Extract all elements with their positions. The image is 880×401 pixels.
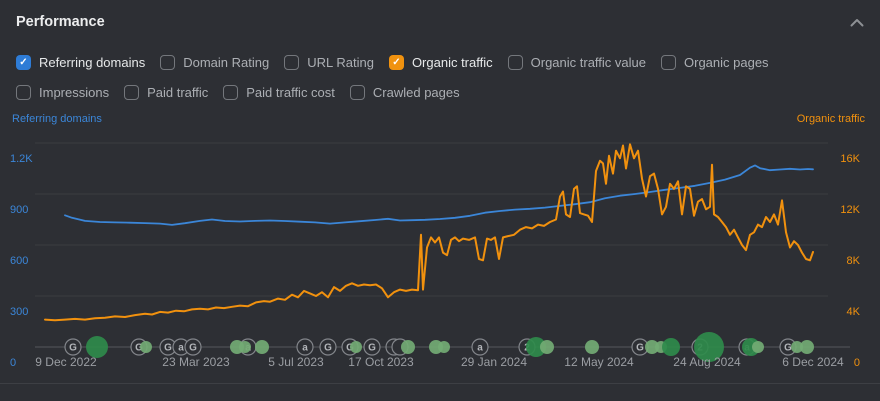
metric-label-domain-rating: Domain Rating (183, 55, 270, 70)
x-date-label: 29 Jan 2024 (461, 355, 527, 369)
x-date-label: 5 Jul 2023 (268, 355, 324, 369)
left-tick-label: 300 (10, 306, 28, 318)
timeline-marker-green[interactable] (540, 340, 554, 354)
metric-toggle-referring-domains[interactable]: ✓ Referring domains (16, 55, 145, 70)
axis-headers: Referring domains Organic traffic (12, 113, 865, 125)
timeline-marker-green[interactable] (255, 340, 269, 354)
timeline-marker-green[interactable] (526, 337, 546, 357)
svg-text:G: G (324, 343, 332, 354)
timeline-marker-google[interactable]: G (64, 338, 82, 356)
metric-toggle-paid-traffic-cost[interactable]: Paid traffic cost (223, 85, 335, 100)
svg-text:G: G (164, 343, 172, 354)
panel-header: Performance (16, 12, 864, 32)
timeline-marker-google[interactable]: G (184, 338, 202, 356)
metric-toggle-domain-rating[interactable]: Domain Rating (160, 55, 269, 70)
left-tick-label: 1.2K (10, 153, 33, 165)
right-tick-label: 12K (840, 204, 860, 216)
metric-label-organic-traffic: Organic traffic (411, 55, 493, 70)
svg-text:a: a (302, 343, 308, 354)
left-tick-label: 0 (10, 357, 16, 369)
timeline-marker-green[interactable] (585, 340, 599, 354)
timeline-marker-green[interactable] (239, 341, 251, 353)
page-title: Performance (16, 14, 105, 30)
right-axis-label: Organic traffic (796, 113, 865, 125)
divider (0, 383, 880, 384)
timeline-marker-google[interactable]: G (159, 338, 177, 356)
timeline-marker-green[interactable] (350, 341, 362, 353)
metric-label-paid-traffic: Paid traffic (147, 85, 209, 100)
metric-toggle-organic-traffic[interactable]: ✓ Organic traffic (388, 55, 493, 70)
metric-label-impressions: Impressions (39, 85, 110, 100)
checkbox-paid-traffic-cost[interactable] (223, 85, 239, 100)
metric-toggle-crawled-pages[interactable]: Crawled pages (349, 85, 460, 100)
checkbox-organic-traffic[interactable]: ✓ (388, 55, 404, 70)
timeline-marker-green[interactable] (752, 341, 764, 353)
svg-text:G: G (636, 343, 644, 354)
left-axis-label: Referring domains (12, 113, 102, 125)
right-tick-label: 0 (854, 357, 860, 369)
referring-domains-line (64, 164, 814, 226)
metric-toggle-organic-pages[interactable]: Organic pages (661, 55, 769, 70)
checkbox-url-rating[interactable] (284, 55, 300, 70)
x-date-label: 23 Mar 2023 (162, 355, 230, 369)
right-tick-label: 8K (847, 255, 861, 267)
metric-toggles-row-1: ✓ Referring domains Domain Rating URL Ratin… (16, 54, 769, 71)
metric-toggles-row-2: Impressions Paid traffic Paid traffic cost… (16, 84, 460, 101)
x-date-label: 9 Dec 2022 (35, 355, 97, 369)
timeline-marker-ahrefs[interactable]: a (471, 338, 489, 356)
timeline-marker-green[interactable] (800, 340, 814, 354)
checkbox-domain-rating[interactable] (160, 55, 176, 70)
metric-label-organic-pages: Organic pages (684, 55, 769, 70)
metric-label-referring-domains: Referring domains (39, 55, 146, 70)
metric-label-paid-traffic-cost: Paid traffic cost (246, 85, 335, 100)
metric-toggle-organic-traffic-value[interactable]: Organic traffic value (507, 55, 646, 70)
right-tick-label: 16K (840, 153, 860, 165)
checkbox-organic-traffic-value[interactable] (507, 55, 523, 70)
x-date-label: 17 Oct 2023 (348, 355, 414, 369)
checkbox-crawled-pages[interactable] (349, 85, 365, 100)
timeline-marker-green[interactable] (694, 332, 724, 362)
left-tick-label: 900 (10, 204, 28, 216)
timeline-marker-ahrefs[interactable]: a (296, 338, 314, 356)
svg-text:a: a (477, 343, 483, 354)
metric-toggle-url-rating[interactable]: URL Rating (284, 55, 374, 70)
checkbox-paid-traffic[interactable] (124, 85, 140, 100)
right-tick-label: 4K (847, 306, 861, 318)
svg-text:G: G (189, 343, 197, 354)
x-date-label: 24 Aug 2024 (673, 355, 741, 369)
checkbox-organic-pages[interactable] (661, 55, 676, 70)
timeline-marker-green[interactable] (438, 341, 450, 353)
svg-text:G: G (784, 343, 792, 354)
svg-text:G: G (135, 343, 143, 354)
metric-label-organic-traffic-value: Organic traffic value (530, 55, 646, 70)
chevron-up-icon[interactable] (850, 18, 864, 27)
timeline-marker-green[interactable] (791, 341, 803, 353)
svg-text:G: G (368, 343, 376, 354)
timeline-marker-google[interactable]: G (319, 338, 337, 356)
timeline-marker-green[interactable] (86, 336, 108, 358)
timeline-marker-green[interactable] (645, 340, 659, 354)
left-tick-label: 600 (10, 255, 28, 267)
timeline-marker-ahrefs[interactable]: a (172, 338, 190, 356)
x-date-label: 6 Dec 2024 (782, 355, 844, 369)
svg-text:G: G (69, 343, 77, 354)
timeline-marker-google[interactable]: G (363, 338, 381, 356)
timeline-marker-green[interactable] (662, 338, 680, 356)
svg-text:a: a (178, 343, 184, 354)
timeline-marker-green[interactable] (401, 340, 415, 354)
metric-toggle-paid-traffic[interactable]: Paid traffic (124, 85, 208, 100)
x-date-label: 12 May 2024 (564, 355, 634, 369)
metric-toggle-impressions[interactable]: Impressions (16, 85, 109, 100)
metric-label-url-rating: URL Rating (307, 55, 374, 70)
checkbox-referring-domains[interactable]: ✓ (16, 55, 31, 70)
performance-chart[interactable]: 1.2K900600300016K12K8K4K0GGGaGaaGGGa2G2a… (0, 130, 880, 401)
metric-label-crawled-pages: Crawled pages (372, 85, 460, 100)
checkbox-impressions[interactable] (16, 85, 31, 100)
timeline-marker-green[interactable] (140, 341, 152, 353)
organic-traffic-line (44, 143, 814, 322)
